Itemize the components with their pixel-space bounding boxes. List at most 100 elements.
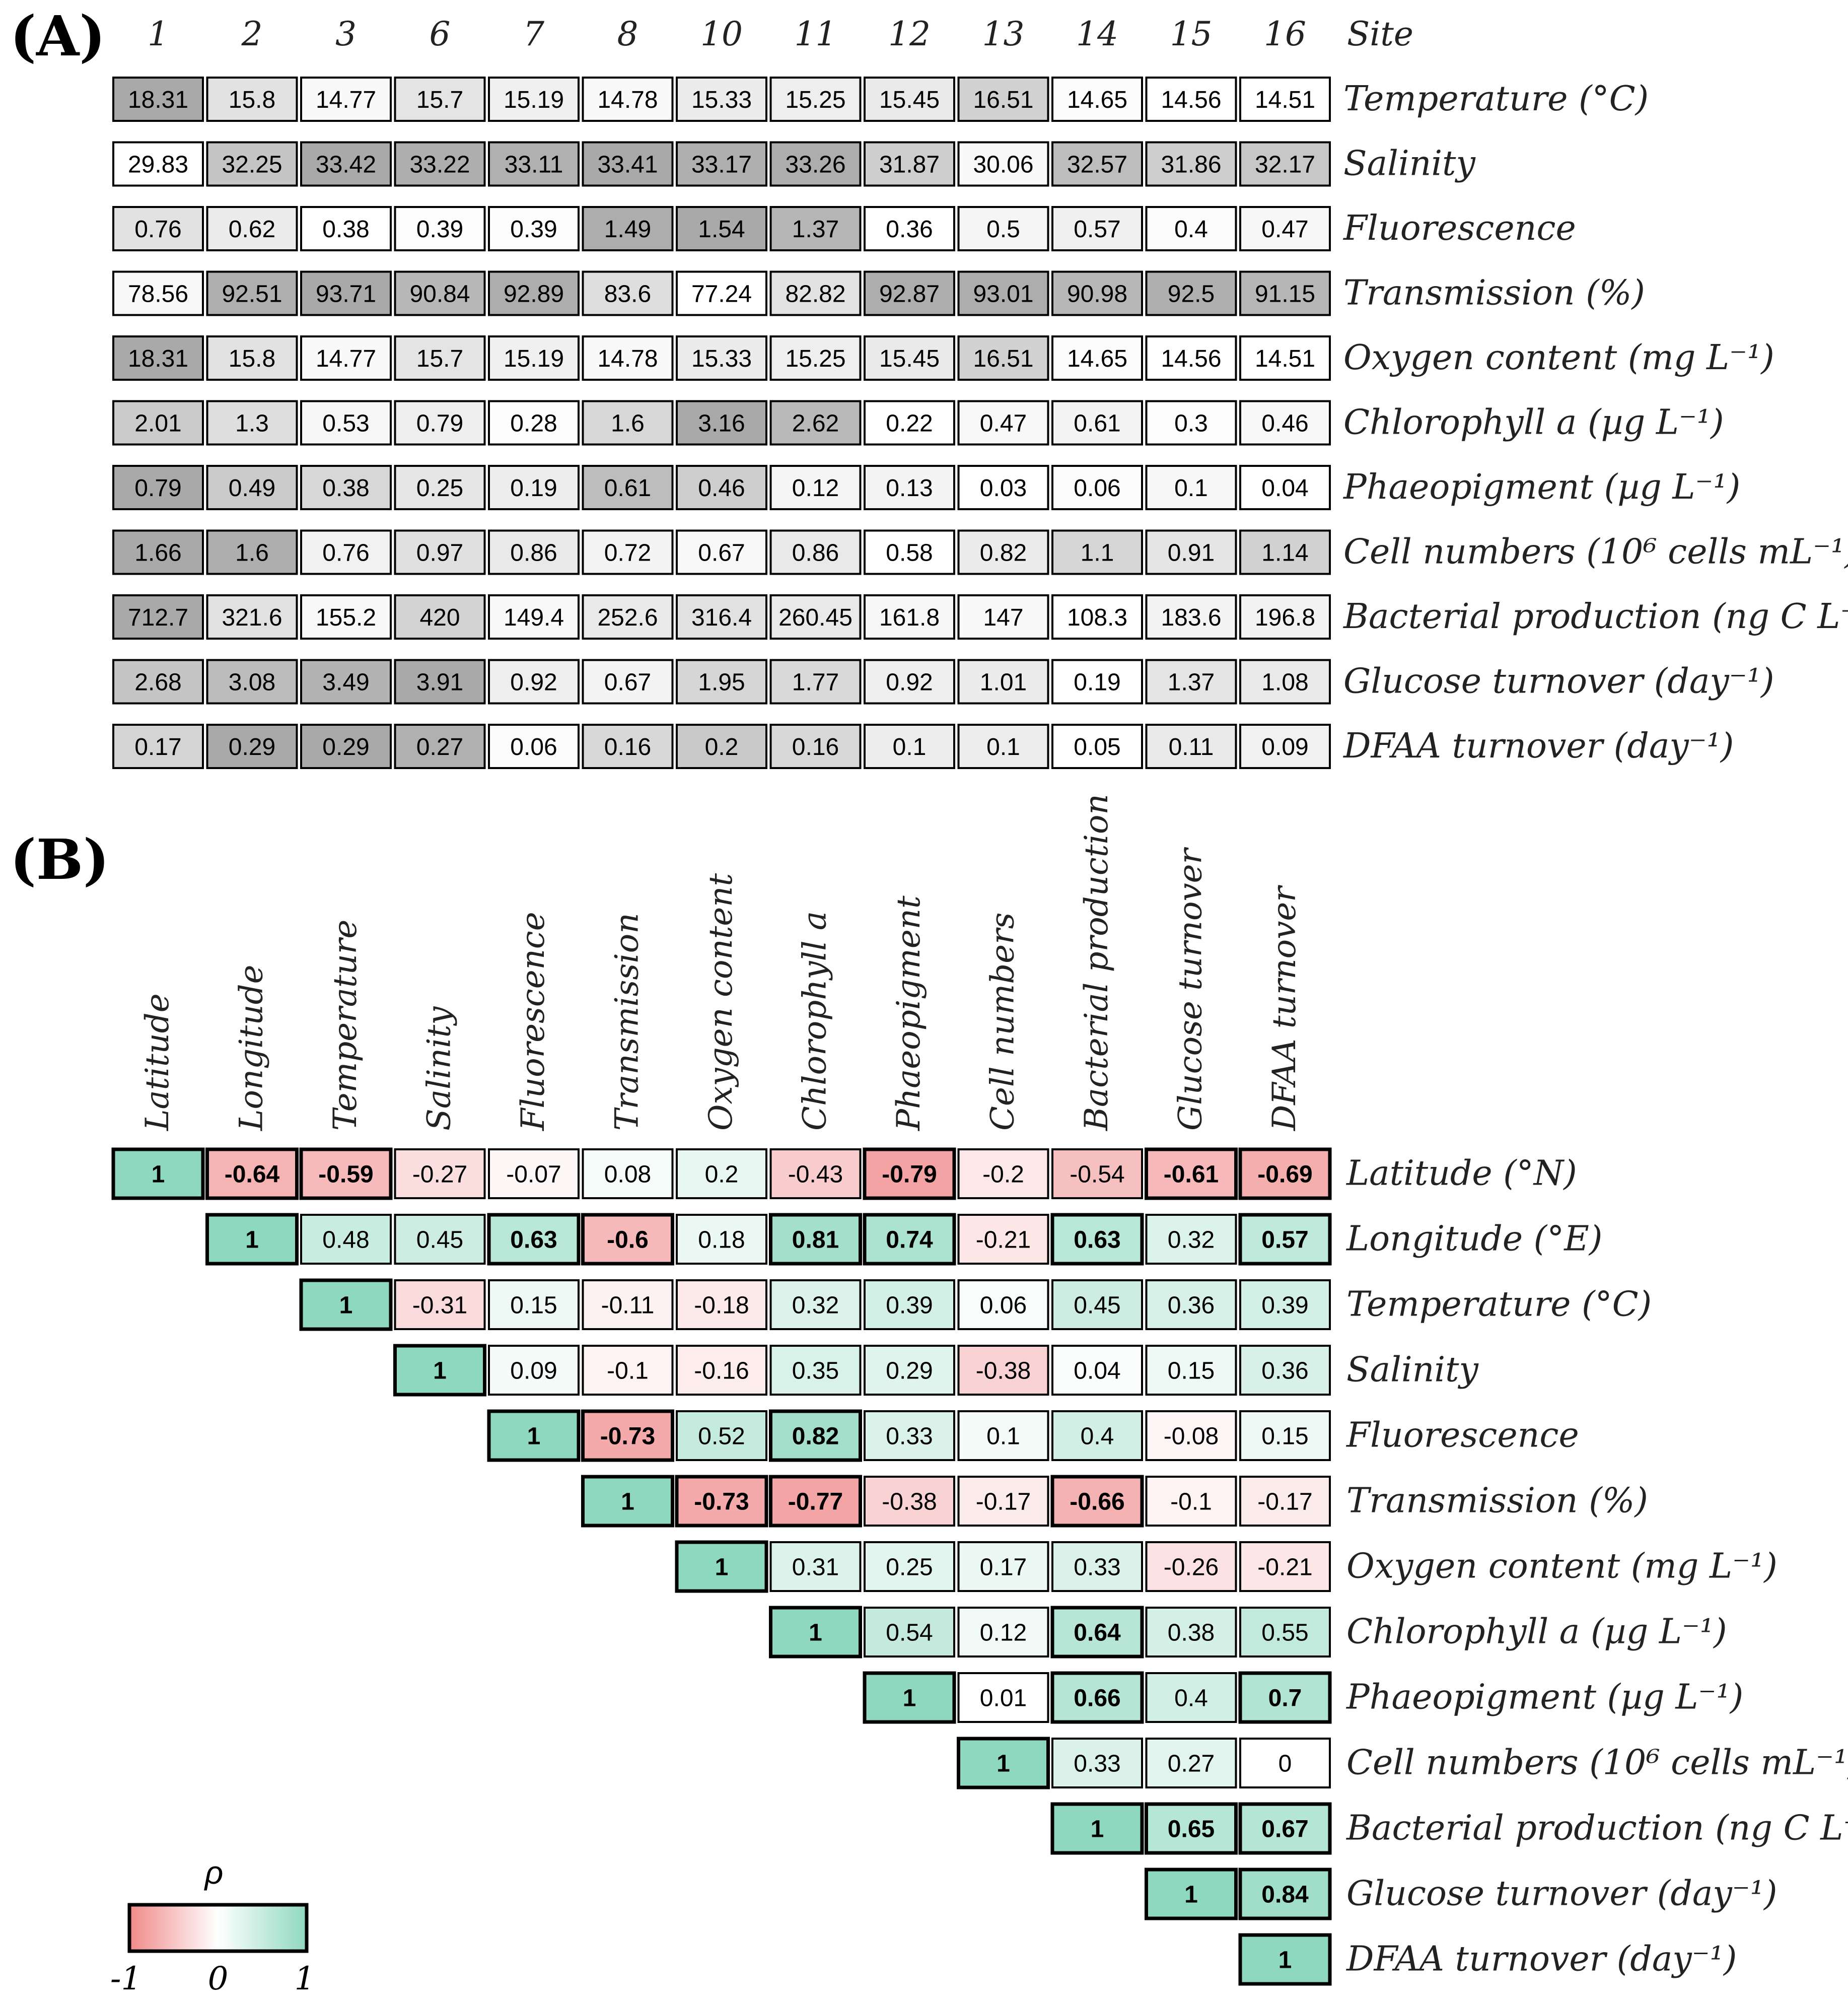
panel-a-cell — [112, 465, 204, 510]
correlation-value: 0.32 — [792, 1292, 839, 1319]
panel-a-cell — [864, 206, 955, 251]
correlation-cell — [864, 1345, 955, 1396]
panel-a-cell — [300, 465, 392, 510]
correlation-cell — [1051, 1738, 1143, 1788]
correlation-cell — [205, 1213, 299, 1266]
panel-a-cell — [112, 335, 204, 381]
panel-a-cell-value: 1.37 — [1168, 669, 1215, 696]
panel-a-cell — [1051, 77, 1143, 122]
panel-a-cell — [676, 659, 767, 705]
panel-a-cell-value: 31.86 — [1161, 152, 1221, 178]
correlation-value: -0.77 — [788, 1489, 843, 1515]
correlation-value: 0.29 — [886, 1358, 933, 1385]
correlation-cell — [957, 1672, 1049, 1723]
panel-a-cell — [1145, 465, 1237, 510]
panel-a-cell — [676, 335, 767, 381]
panel-a-cell — [1145, 400, 1237, 446]
correlation-cell — [1051, 1541, 1143, 1592]
panel-a-cell — [864, 465, 955, 510]
panel-a-cell-value: 155.2 — [316, 604, 376, 631]
panel-a-cell — [206, 594, 298, 640]
panel-a-cell — [206, 270, 298, 316]
panel-a-cell — [300, 659, 392, 705]
panel-a-cell-value: 0.92 — [510, 669, 557, 696]
correlation-cell — [1145, 1410, 1237, 1461]
panel-b-column-label: Longitude — [233, 965, 270, 1131]
panel-a-cell-value: 90.84 — [409, 281, 470, 308]
correlation-cell — [1239, 1345, 1331, 1396]
correlation-value: 0.54 — [886, 1620, 933, 1646]
panel-a-cell — [206, 465, 298, 510]
panel-a-cell-value: 0.86 — [510, 540, 557, 567]
correlation-value: 0.33 — [1074, 1554, 1120, 1581]
panel-a-cell-value: 33.26 — [785, 152, 845, 178]
panel-a-cell-value: 0.3 — [1174, 410, 1208, 437]
correlation-cell — [1238, 1147, 1332, 1200]
panel-a-cell-value: 82.82 — [785, 281, 845, 308]
panel-a-cell — [582, 335, 674, 381]
panel-b-column-labels: Latitude Longitude Temperature Salinity Fluo… — [139, 794, 1303, 1131]
correlation-cell — [1239, 1738, 1331, 1788]
panel-a-cell-value: 3.49 — [322, 669, 369, 696]
panel-a-cell-value: 32.25 — [222, 152, 282, 178]
correlation-cell — [1145, 1541, 1237, 1592]
correlation-value: -0.6 — [607, 1227, 649, 1254]
correlation-value: 0.32 — [1168, 1227, 1215, 1254]
site-label-8: 8 — [617, 15, 638, 53]
correlation-value: -0.38 — [882, 1489, 937, 1515]
correlation-value: 0.17 — [980, 1554, 1027, 1581]
panel-a-cell — [206, 400, 298, 446]
correlation-value: -0.27 — [412, 1161, 467, 1188]
panel-b-row-label: Longitude (°E) — [1345, 1219, 1602, 1259]
panel-a-cell-value: 16.51 — [973, 87, 1033, 113]
correlation-value: -0.66 — [1070, 1489, 1124, 1515]
panel-a-cell — [1239, 465, 1331, 510]
correlation-cell — [393, 1344, 486, 1397]
panel-a-cell-value: 0.76 — [322, 540, 369, 567]
panel-a-cell — [957, 465, 1049, 510]
correlation-cell — [769, 1213, 862, 1266]
panel-a-cell — [676, 206, 767, 251]
panel-a-cell-value: 2.68 — [134, 669, 181, 696]
panel-a-cell-value: 0.03 — [980, 475, 1027, 502]
legend-gradient-bar — [127, 1903, 309, 1953]
correlation-value: 0.66 — [1074, 1685, 1120, 1712]
panel-a-cell-value: 1.14 — [1261, 540, 1308, 567]
correlation-cell — [1145, 1476, 1237, 1527]
correlation-value: -0.08 — [1164, 1423, 1219, 1450]
panel-a-cell-value: 33.42 — [316, 152, 376, 178]
correlation-value: -0.11 — [601, 1292, 655, 1319]
correlation-value: 0.09 — [510, 1358, 557, 1385]
correlation-value: 0.15 — [1168, 1358, 1215, 1385]
panel-a-cell-value: 0.16 — [604, 734, 651, 761]
panel-a-cell-value: 0.76 — [134, 216, 181, 243]
panel-a-cell-value: 0.28 — [510, 410, 557, 437]
correlation-value: 0.01 — [980, 1685, 1027, 1712]
panel-a-heatmap: 18.31 15.8 14.77 15.7 15.19 14.78 15.33 15.25 15… — [112, 77, 1331, 769]
panel-a-cell-value: 83.6 — [604, 281, 651, 308]
correlation-value: 1 — [621, 1489, 634, 1515]
panel-a-cell-value: 1.1 — [1081, 540, 1114, 567]
correlation-value: 0.4 — [1174, 1685, 1208, 1712]
panel-a-cell-value: 0.38 — [322, 216, 369, 243]
correlation-value: 0.1 — [986, 1423, 1020, 1450]
panel-a-cell — [676, 465, 767, 510]
correlation-cell — [1238, 1213, 1332, 1266]
correlation-value: 0.67 — [1261, 1816, 1308, 1843]
correlation-value: -0.17 — [1257, 1489, 1312, 1515]
correlation-value: 1 — [997, 1751, 1010, 1777]
panel-b-row-label: Temperature (°C) — [1346, 1285, 1652, 1325]
panel-a-cell — [957, 659, 1049, 705]
panel-b-column-label: Chlorophyll a — [797, 911, 834, 1131]
panel-a-cell-value: 14.51 — [1255, 87, 1315, 113]
correlation-value: 0.36 — [1168, 1292, 1215, 1319]
panel-a-cell-value: 0.16 — [792, 734, 839, 761]
panel-a-cell-value: 33.17 — [691, 152, 752, 178]
site-label-7: 7 — [523, 15, 544, 53]
panel-a-cell — [957, 335, 1049, 381]
panel-a-cell-value: 33.22 — [409, 152, 470, 178]
site-label-15: 15 — [1170, 15, 1213, 53]
panel-a-cell-value: 0.92 — [886, 669, 933, 696]
correlation-cell — [769, 1409, 862, 1462]
panel-a-cell — [676, 724, 767, 769]
